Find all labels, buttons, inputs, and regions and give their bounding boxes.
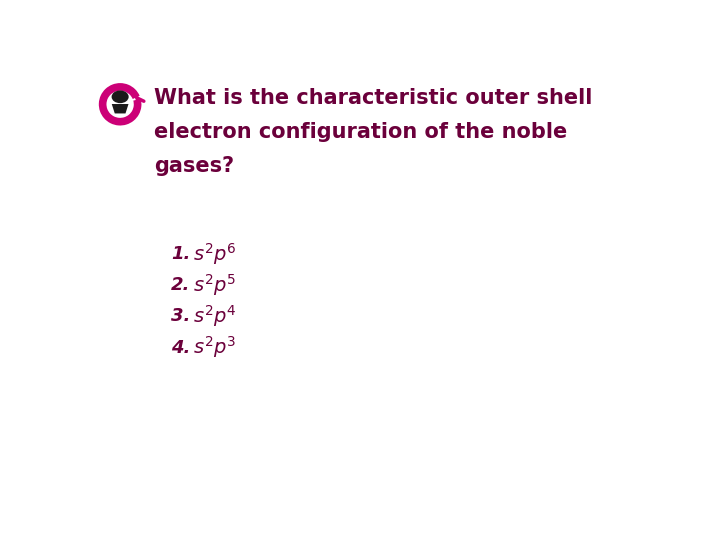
Text: 3.: 3.: [171, 307, 190, 326]
Text: $\mathit{s}^{2}\mathit{p}^{6}$: $\mathit{s}^{2}\mathit{p}^{6}$: [193, 241, 237, 267]
Text: electron configuration of the noble: electron configuration of the noble: [154, 122, 567, 142]
Text: $\mathit{s}^{2}\mathit{p}^{3}$: $\mathit{s}^{2}\mathit{p}^{3}$: [193, 335, 236, 361]
Circle shape: [112, 91, 129, 103]
Text: $\mathit{s}^{2}\mathit{p}^{5}$: $\mathit{s}^{2}\mathit{p}^{5}$: [193, 272, 236, 298]
Text: 4.: 4.: [171, 339, 190, 356]
Polygon shape: [112, 104, 128, 113]
Text: gases?: gases?: [154, 156, 234, 176]
Text: 1.: 1.: [171, 245, 190, 263]
Text: 2.: 2.: [171, 276, 190, 294]
Text: What is the characteristic outer shell: What is the characteristic outer shell: [154, 87, 593, 107]
Text: $\mathit{s}^{2}\mathit{p}^{4}$: $\mathit{s}^{2}\mathit{p}^{4}$: [193, 303, 237, 329]
